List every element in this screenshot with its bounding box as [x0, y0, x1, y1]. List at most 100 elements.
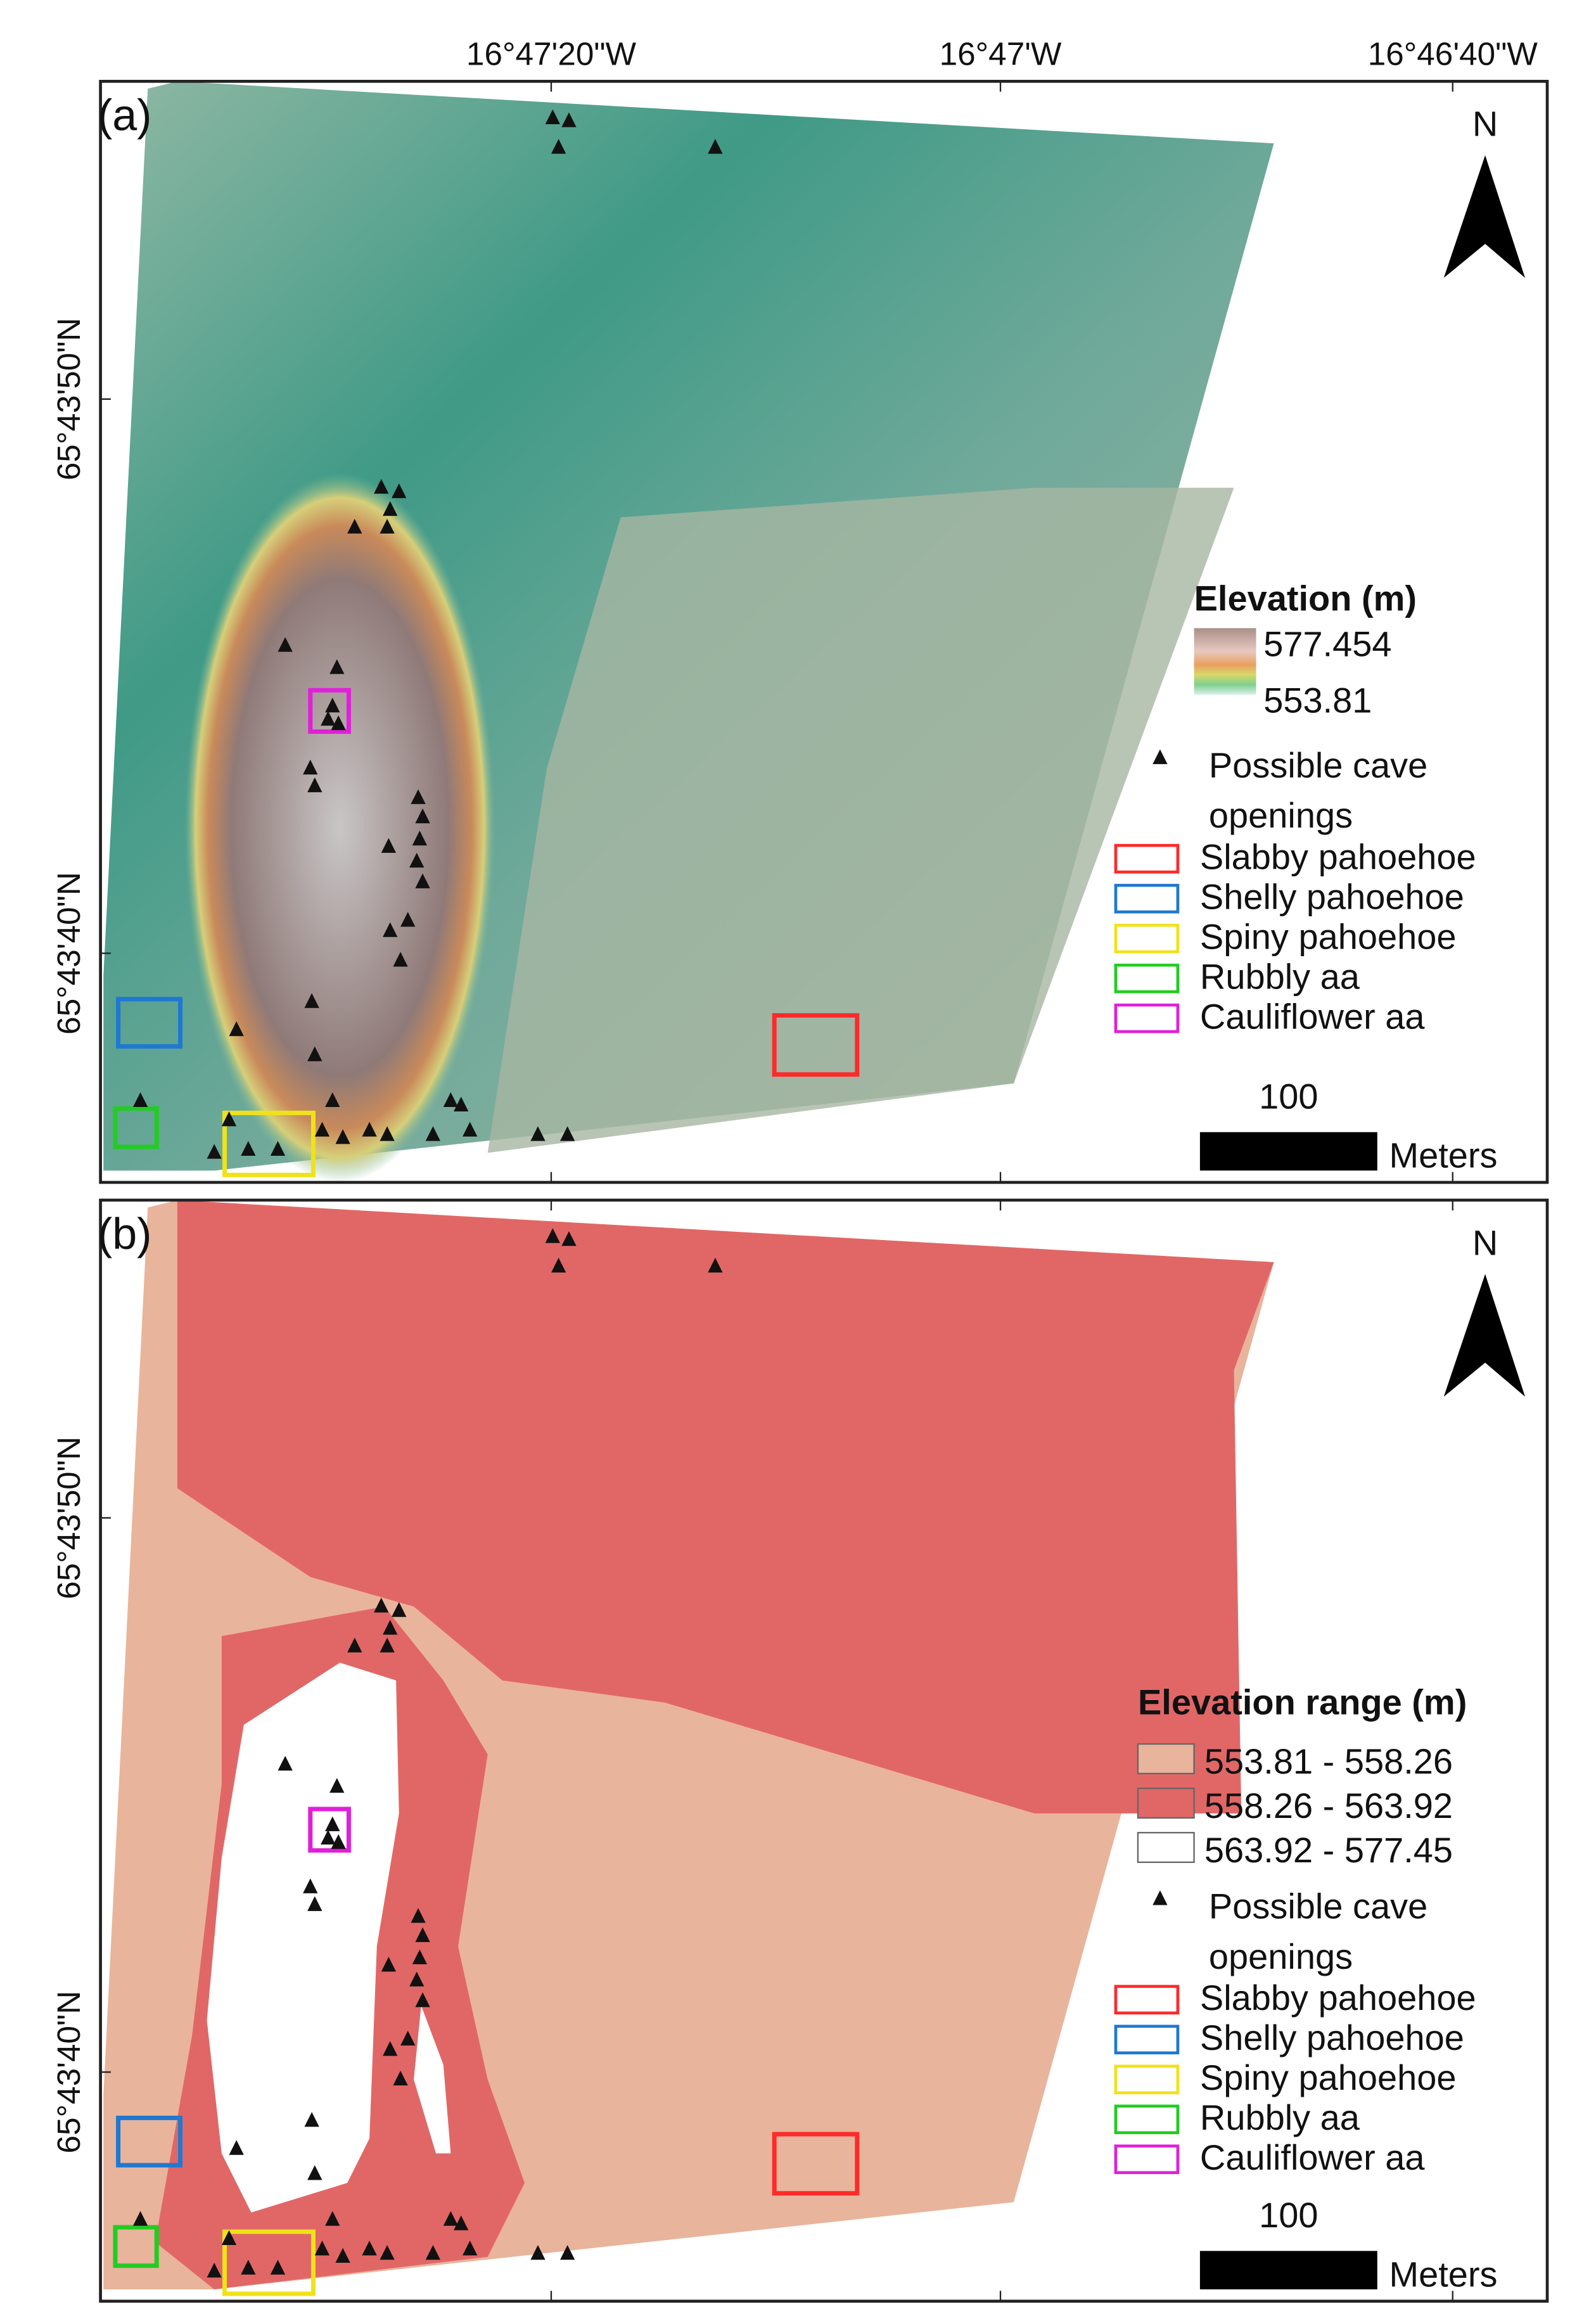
cave-marker: [303, 759, 318, 775]
sample-area: [308, 688, 351, 734]
cave-marker: [425, 2244, 441, 2260]
legend-label: 558.26 - 563.92: [1204, 1786, 1453, 1826]
lat-label: 65°43'50"N: [51, 317, 87, 480]
cave-marker: [325, 1816, 340, 1831]
cave-marker: [1152, 1890, 1168, 1905]
panel-label: (b): [98, 1209, 152, 1258]
legend-box: [1114, 2144, 1180, 2175]
legend-label: Possible cave: [1209, 1886, 1427, 1926]
cave-marker: [415, 1992, 430, 2007]
cave-marker: [329, 1777, 345, 1793]
cave-marker: [221, 1111, 237, 1127]
legend-label: Shelly pahoehoe: [1200, 876, 1464, 916]
cave-marker: [270, 2260, 286, 2275]
cave-marker: [383, 922, 398, 937]
elev-mid: [155, 1200, 1274, 2289]
cave-marker: [425, 1126, 441, 1141]
panel-frame: [99, 1198, 1549, 2303]
cave-marker: [321, 1829, 336, 1845]
cave-marker: [383, 501, 398, 516]
cave-marker: [347, 1637, 362, 1653]
cave-marker: [314, 2240, 330, 2256]
cave-marker: [362, 2240, 377, 2256]
sample-area: [113, 2225, 159, 2268]
legend-label: openings: [1209, 1936, 1353, 1976]
cave-marker: [304, 2112, 319, 2127]
lon-label: 16°47'20"W: [466, 36, 637, 72]
cave-marker: [551, 1257, 566, 1273]
cave-marker: [307, 1046, 322, 1061]
legend-label: Cauliflower aa: [1200, 996, 1426, 1036]
cave-marker: [207, 2262, 222, 2278]
cave-marker: [708, 1257, 723, 1273]
cave-marker: [415, 808, 430, 824]
north-label: N: [1472, 104, 1498, 144]
cave-marker: [381, 838, 397, 853]
cave-marker: [314, 1122, 330, 1137]
legend-label: Rubbly aa: [1200, 956, 1360, 996]
color-ramp: [1194, 628, 1256, 695]
cave-marker: [561, 112, 577, 127]
cave-marker: [374, 478, 389, 494]
sample-area: [113, 1106, 159, 1149]
lon-label: 16°47'W: [940, 36, 1062, 72]
cave-marker: [383, 1620, 398, 1635]
cave-marker: [331, 715, 346, 731]
cave-marker: [454, 2215, 469, 2230]
cave-marker: [362, 1122, 377, 1137]
cave-marker: [207, 1144, 222, 1159]
legend-box: [1114, 2064, 1180, 2095]
sample-area: [116, 997, 183, 1049]
cave-marker: [551, 139, 566, 154]
cave-marker: [132, 1092, 148, 1108]
cave-marker: [241, 2260, 256, 2275]
scale-unit: Meters: [1389, 2254, 1497, 2294]
legend-label: Slabby pahoehoe: [1200, 837, 1476, 877]
cave-marker: [415, 873, 430, 888]
cave-marker: [393, 2070, 408, 2086]
map-panel: 65°43'50"N 65°43'40"N 16°47'20"W 16°47'W 16°…: [51, 36, 1549, 1184]
ramp-label: 577.454: [1263, 624, 1391, 664]
sample-area: [772, 2132, 860, 2196]
cave-marker: [392, 1602, 407, 1617]
terrain-plain: [487, 487, 1234, 1153]
scale-value: 100: [1259, 2195, 1318, 2235]
cave-marker: [329, 659, 345, 674]
cave-marker: [270, 1141, 286, 1156]
legend-label: Spiny pahoehoe: [1200, 2057, 1457, 2097]
scale-bar: [1199, 2251, 1377, 2289]
cave-marker: [132, 2211, 148, 2226]
panel-label: (a): [98, 90, 152, 139]
legend-swatch: [1137, 1832, 1195, 1864]
elev-high: [207, 1663, 451, 2213]
cave-marker: [443, 2211, 459, 2226]
legend-label: Cauliflower aa: [1200, 2137, 1426, 2177]
cave-marker: [278, 1755, 293, 1771]
cave-marker: [380, 518, 395, 534]
cave-marker: [545, 109, 560, 124]
legend-box: [1114, 2025, 1180, 2055]
cave-marker: [411, 1908, 426, 1923]
cave-marker: [530, 2244, 546, 2260]
cave-marker: [380, 1126, 395, 1141]
cave-marker: [229, 2140, 244, 2155]
legend-label: Possible cave: [1209, 745, 1427, 785]
lat-label: 65°43'40"N: [51, 1991, 87, 2154]
cave-marker: [412, 1949, 428, 1964]
cave-marker: [443, 1092, 459, 1108]
cave-marker: [304, 993, 319, 1008]
legend-swatch: [1137, 1788, 1195, 1819]
lat-label: 65°43'50"N: [51, 1436, 87, 1599]
cave-marker: [463, 2240, 478, 2256]
cave-marker: [1152, 749, 1168, 764]
legend-box: [1114, 843, 1180, 874]
sample-area: [222, 1110, 316, 1177]
scale-value: 100: [1259, 1076, 1318, 1116]
cave-marker: [325, 1092, 340, 1108]
cave-marker: [335, 2248, 350, 2263]
cave-marker: [383, 2041, 398, 2056]
cave-marker: [393, 952, 408, 967]
legend-label: 563.92 - 577.45: [1204, 1830, 1453, 1870]
cave-marker: [335, 1129, 350, 1144]
